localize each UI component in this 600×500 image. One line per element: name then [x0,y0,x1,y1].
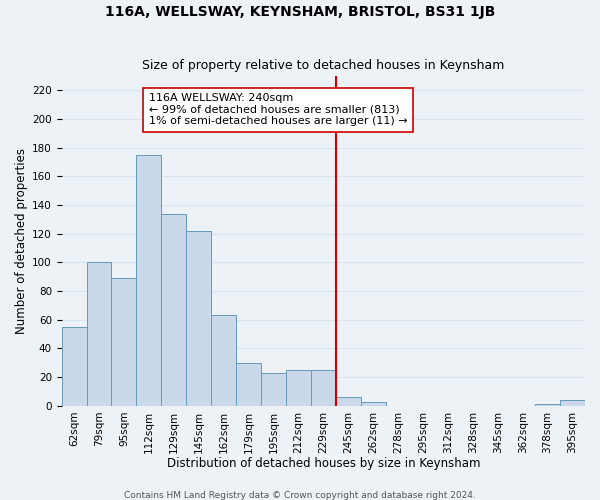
Bar [112,278,136,406]
Bar [62,327,86,406]
Text: Contains HM Land Registry data © Crown copyright and database right 2024.: Contains HM Land Registry data © Crown c… [124,490,476,500]
Text: 116A WELLSWAY: 240sqm
← 99% of detached houses are smaller (813)
1% of semi-deta: 116A WELLSWAY: 240sqm ← 99% of detached … [149,93,407,126]
Bar [560,400,585,406]
Title: Size of property relative to detached houses in Keynsham: Size of property relative to detached ho… [142,59,505,72]
Bar [161,214,186,406]
Bar [186,231,211,406]
Bar [86,262,112,406]
Bar [311,370,336,406]
Bar [535,404,560,406]
Y-axis label: Number of detached properties: Number of detached properties [15,148,28,334]
Text: 116A, WELLSWAY, KEYNSHAM, BRISTOL, BS31 1JB: 116A, WELLSWAY, KEYNSHAM, BRISTOL, BS31 … [105,5,495,19]
Bar [336,397,361,406]
X-axis label: Distribution of detached houses by size in Keynsham: Distribution of detached houses by size … [167,457,480,470]
Bar [211,316,236,406]
Bar [236,363,261,406]
Bar [361,402,386,406]
Bar [261,373,286,406]
Bar [136,155,161,406]
Bar [286,370,311,406]
